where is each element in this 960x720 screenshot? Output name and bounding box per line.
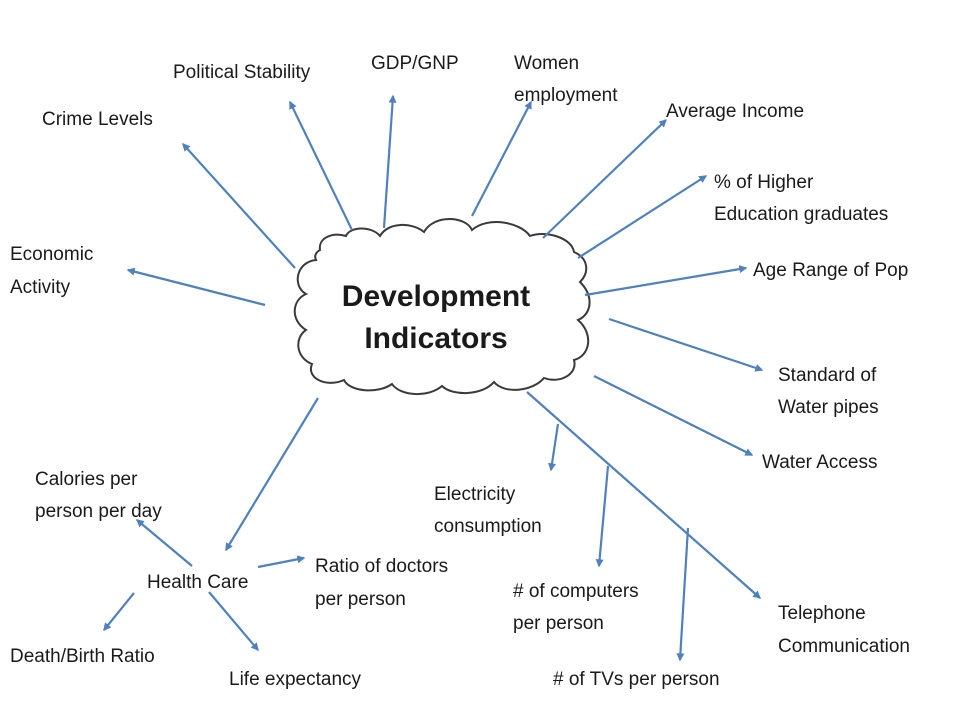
arrow-age-range [584,265,748,297]
arrow-average-income [542,119,667,239]
arrow-economic-activity [126,267,266,307]
arrow-computers [595,465,610,568]
arrow-life-expectancy [208,591,259,652]
arrow-women-employment [471,100,532,217]
arrow-death-birth [103,592,135,632]
center-title-line-2: Indicators [364,322,507,355]
arrow-crime-levels [182,143,296,269]
label-women-employment-line-1: Women [514,53,579,74]
label-doctors-ratio-line-1: Ratio of doctors [315,556,448,577]
arrow-tvs [676,527,690,662]
arrow-gdp-gnp [382,94,397,229]
arrow-telephone [526,391,761,599]
center-cloud-shape [293,218,591,395]
label-water-pipes-line-1: Standard of [778,365,877,386]
label-average-income: Average Income [666,101,804,122]
label-women-employment-line-2: employment [514,85,618,106]
label-computers-line-1: # of computers [513,581,639,602]
label-calories-line-1: Calories per [35,469,138,490]
label-calories-line-2: person per day [35,501,162,522]
label-electricity-line-1: Electricity [434,484,516,505]
label-water-pipes-line-2: Water pipes [778,397,879,418]
label-higher-education-line-1: % of Higher [714,172,814,193]
label-life-expectancy: Life expectancy [229,669,362,690]
arrow-health-care [225,397,319,552]
label-gdp-gnp: GDP/GNP [371,53,459,74]
arrow-doctors-ratio [257,555,306,569]
arrow-calories [135,519,193,567]
label-crime-levels: Crime Levels [42,109,153,130]
label-tvs: # of TVs per person [553,669,720,690]
label-water-access: Water Access [762,452,877,473]
label-economic-activity-line-1: Economic [10,244,93,265]
label-electricity-line-2: consumption [434,516,542,537]
arrow-water-pipes [608,317,764,372]
label-computers-line-2: per person [513,613,604,634]
center-title-line-1: Development [342,280,530,313]
arrow-higher-education [577,175,708,259]
arrow-electricity [548,423,560,472]
label-telephone-line-1: Telephone [778,603,866,624]
label-doctors-ratio-line-2: per person [315,589,406,610]
arrow-water-access [593,375,754,456]
label-age-range: Age Range of Pop [753,260,908,281]
label-death-birth-ratio: Death/Birth Ratio [10,646,155,667]
label-economic-activity-line-2: Activity [10,277,71,298]
label-political-stability: Political Stability [173,62,311,83]
label-telephone-line-2: Communication [778,636,910,657]
label-health-care: Health Care [147,572,248,593]
label-higher-education-line-2: Education graduates [714,204,888,225]
arrow-political-stability [289,100,353,231]
